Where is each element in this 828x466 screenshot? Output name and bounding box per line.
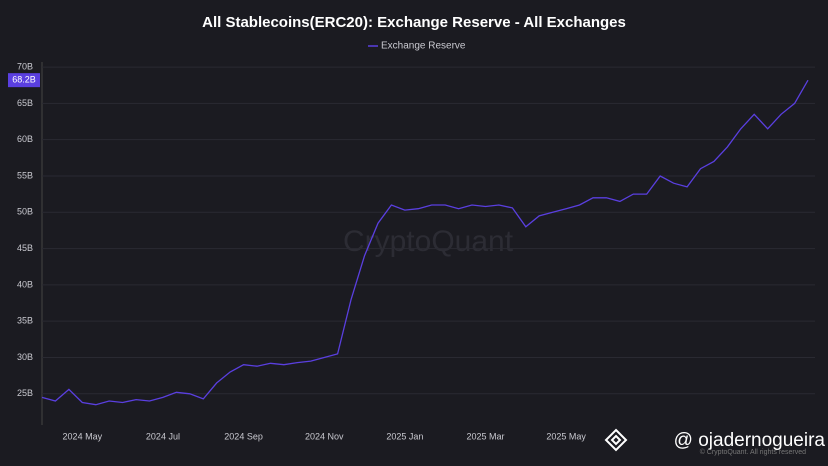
y-tick-label: 35B [17, 316, 33, 326]
x-tick-label: 2024 May [63, 431, 103, 441]
logo [604, 428, 628, 452]
x-tick-label: 2024 Sep [224, 431, 263, 441]
y-tick-label: 45B [17, 243, 33, 253]
y-tick-label: 25B [17, 388, 33, 398]
plot: 25B 30B 35B 40B 45B 50B 55B 60B 65B 70B 2024 May 20… [8, 61, 815, 441]
legend-label: Exchange Reserve [381, 41, 466, 52]
y-tick-label: 50B [17, 207, 33, 217]
y-tick-label: 70B [17, 61, 33, 71]
watermark: CryptoQuant [343, 225, 514, 258]
x-tick-label: 2025 May [546, 431, 586, 441]
y-tick-label: 60B [17, 134, 33, 144]
x-tick-label: 2025 Mar [466, 431, 504, 441]
credit: @ ojadernogueira [674, 430, 826, 451]
current-value-label: 68.2B [12, 75, 36, 85]
y-tick-label: 65B [17, 98, 33, 108]
chart-title: All Stablecoins(ERC20): Exchange Reserve… [202, 14, 626, 31]
y-tick-label: 55B [17, 170, 33, 180]
x-tick-label: 2024 Nov [305, 431, 344, 441]
x-tick-label: 2024 Jul [146, 431, 180, 441]
y-tick-label: 40B [17, 279, 33, 289]
copyright: © CryptoQuant. All rights reserved [700, 448, 806, 456]
current-value-badge [8, 73, 40, 88]
y-tick-label: 30B [17, 352, 33, 362]
line-series [41, 79, 809, 406]
x-tick-label: 2025 Jan [386, 431, 423, 441]
